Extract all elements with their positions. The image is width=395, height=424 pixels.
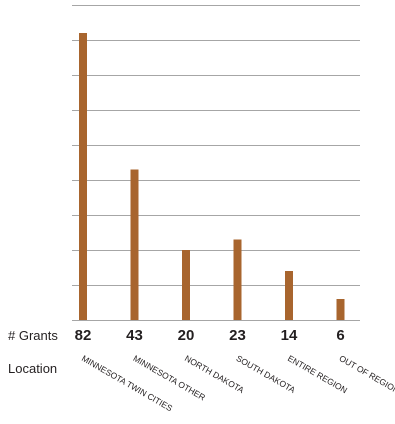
count-label: 20 [178,327,195,344]
bar [285,271,293,320]
bar [79,33,87,320]
bar [182,250,190,320]
count-label: 43 [126,327,143,344]
category-label: MINNESOTA TWIN CITIES [80,353,175,413]
bars [79,33,345,320]
count-row-label: # Grants [8,328,58,343]
bar [233,239,242,320]
count-label: 23 [229,327,246,344]
gridlines [72,5,360,321]
bar [130,169,139,320]
count-label: 82 [75,327,92,344]
count-label: 6 [336,327,344,344]
bar [336,299,345,320]
category-row-label: Location [8,361,57,376]
count-labels: 82 43 20 23 14 6 [75,327,345,344]
count-label: 14 [281,327,298,344]
